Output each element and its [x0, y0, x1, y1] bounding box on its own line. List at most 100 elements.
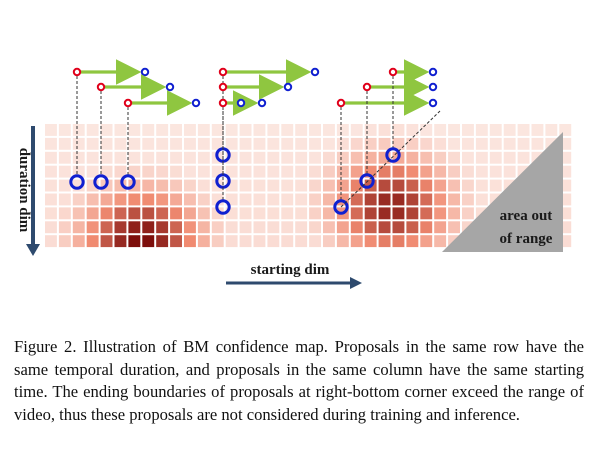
- heat-cell: [295, 151, 308, 164]
- heat-cell: [309, 137, 321, 150]
- heat-cell: [559, 165, 572, 178]
- heat-cell: [448, 207, 460, 220]
- heat-cell: [114, 179, 127, 192]
- heat-cell: [323, 151, 335, 164]
- heat-cell: [197, 235, 210, 248]
- heat-cell: [378, 124, 391, 136]
- heat-cell: [128, 193, 141, 206]
- heat-cell: [86, 179, 99, 192]
- heat-cell: [406, 179, 419, 192]
- heat-cell: [559, 137, 572, 150]
- heat-cell: [364, 137, 377, 150]
- heat-cell: [225, 151, 238, 164]
- heat-cell: [72, 165, 85, 178]
- heat-cell: [184, 221, 196, 234]
- heat-cell: [475, 165, 488, 178]
- heat-cell: [475, 137, 488, 150]
- out-of-range-label-line2: of range: [500, 231, 553, 247]
- heat-cell: [211, 165, 224, 178]
- diag-proposal-3-start-marker: [388, 67, 398, 77]
- heat-cell: [489, 137, 502, 150]
- heat-cell: [323, 124, 335, 136]
- col-proposal-2-start-marker: [218, 82, 228, 92]
- heat-cell: [142, 193, 155, 206]
- heat-cell: [336, 137, 349, 150]
- row-proposal-1-end-marker: [140, 67, 150, 77]
- heat-cell: [378, 193, 391, 206]
- heat-cell: [281, 235, 294, 248]
- heat-cell: [295, 179, 308, 192]
- heat-cell: [184, 137, 196, 150]
- heat-cell: [281, 207, 294, 220]
- heat-cell: [156, 165, 169, 178]
- heat-cell: [406, 124, 419, 136]
- heat-cell: [323, 165, 335, 178]
- diag-proposal-2-map-point: [359, 173, 375, 189]
- heat-cell: [114, 137, 127, 150]
- heat-cell: [434, 165, 447, 178]
- heat-cell: [448, 137, 460, 150]
- diag-proposal-3-map-point: [385, 147, 401, 163]
- heat-cell: [253, 193, 266, 206]
- row-proposal-3-start-marker: [123, 98, 133, 108]
- heat-cell: [434, 179, 447, 192]
- heat-cell: [239, 124, 252, 136]
- heat-cell: [156, 179, 169, 192]
- diag-proposal-2-start-marker: [362, 82, 372, 92]
- starting-axis-arrowhead: [350, 277, 362, 289]
- heat-cell: [350, 124, 363, 136]
- col-proposal-3-end-marker: [257, 98, 267, 108]
- heat-cell: [225, 221, 238, 234]
- heat-cell: [503, 137, 516, 150]
- heat-cell: [559, 193, 572, 206]
- heat-cell: [86, 165, 99, 178]
- heat-cell: [100, 151, 113, 164]
- heat-cell: [489, 165, 502, 178]
- heat-cell: [559, 151, 572, 164]
- heat-cell: [420, 207, 433, 220]
- heat-cell: [489, 151, 502, 164]
- heat-cell: [100, 235, 113, 248]
- heat-cell: [420, 151, 433, 164]
- heat-cell: [197, 151, 210, 164]
- heat-cell: [295, 137, 308, 150]
- heat-cell: [267, 137, 280, 150]
- heat-cell: [72, 124, 85, 136]
- heat-cell: [184, 165, 196, 178]
- diag-proposal-2-end-marker: [428, 82, 438, 92]
- heat-cell: [225, 165, 238, 178]
- heat-cell: [350, 165, 363, 178]
- figure-caption: Figure 2. Illustration of BM confidence …: [14, 337, 584, 424]
- heat-cell: [517, 137, 530, 150]
- heat-cell: [72, 151, 85, 164]
- heat-cell: [86, 221, 99, 234]
- heat-cell: [364, 235, 377, 248]
- row-proposal-3-map-point: [120, 174, 136, 190]
- heat-cell: [128, 207, 141, 220]
- heat-cell: [100, 137, 113, 150]
- heat-cell: [72, 179, 85, 192]
- heat-cell: [225, 179, 238, 192]
- heat-cell: [420, 179, 433, 192]
- heat-cell: [462, 151, 474, 164]
- heat-cell: [72, 193, 85, 206]
- heat-cell: [45, 137, 57, 150]
- heat-cell: [170, 207, 182, 220]
- heat-cell: [267, 179, 280, 192]
- heat-cell: [58, 137, 71, 150]
- heat-cell: [142, 179, 155, 192]
- heat-cell: [281, 124, 294, 136]
- heat-cell: [323, 235, 335, 248]
- heat-cell: [378, 151, 391, 164]
- heat-cell: [58, 221, 71, 234]
- heat-cell: [392, 137, 405, 150]
- heat-cell: [170, 124, 182, 136]
- heat-cell: [156, 235, 169, 248]
- heat-cell: [517, 124, 530, 136]
- heat-cell: [559, 207, 572, 220]
- heat-cell: [406, 137, 419, 150]
- heat-cell: [434, 151, 447, 164]
- heat-cell: [378, 137, 391, 150]
- heat-cell: [364, 207, 377, 220]
